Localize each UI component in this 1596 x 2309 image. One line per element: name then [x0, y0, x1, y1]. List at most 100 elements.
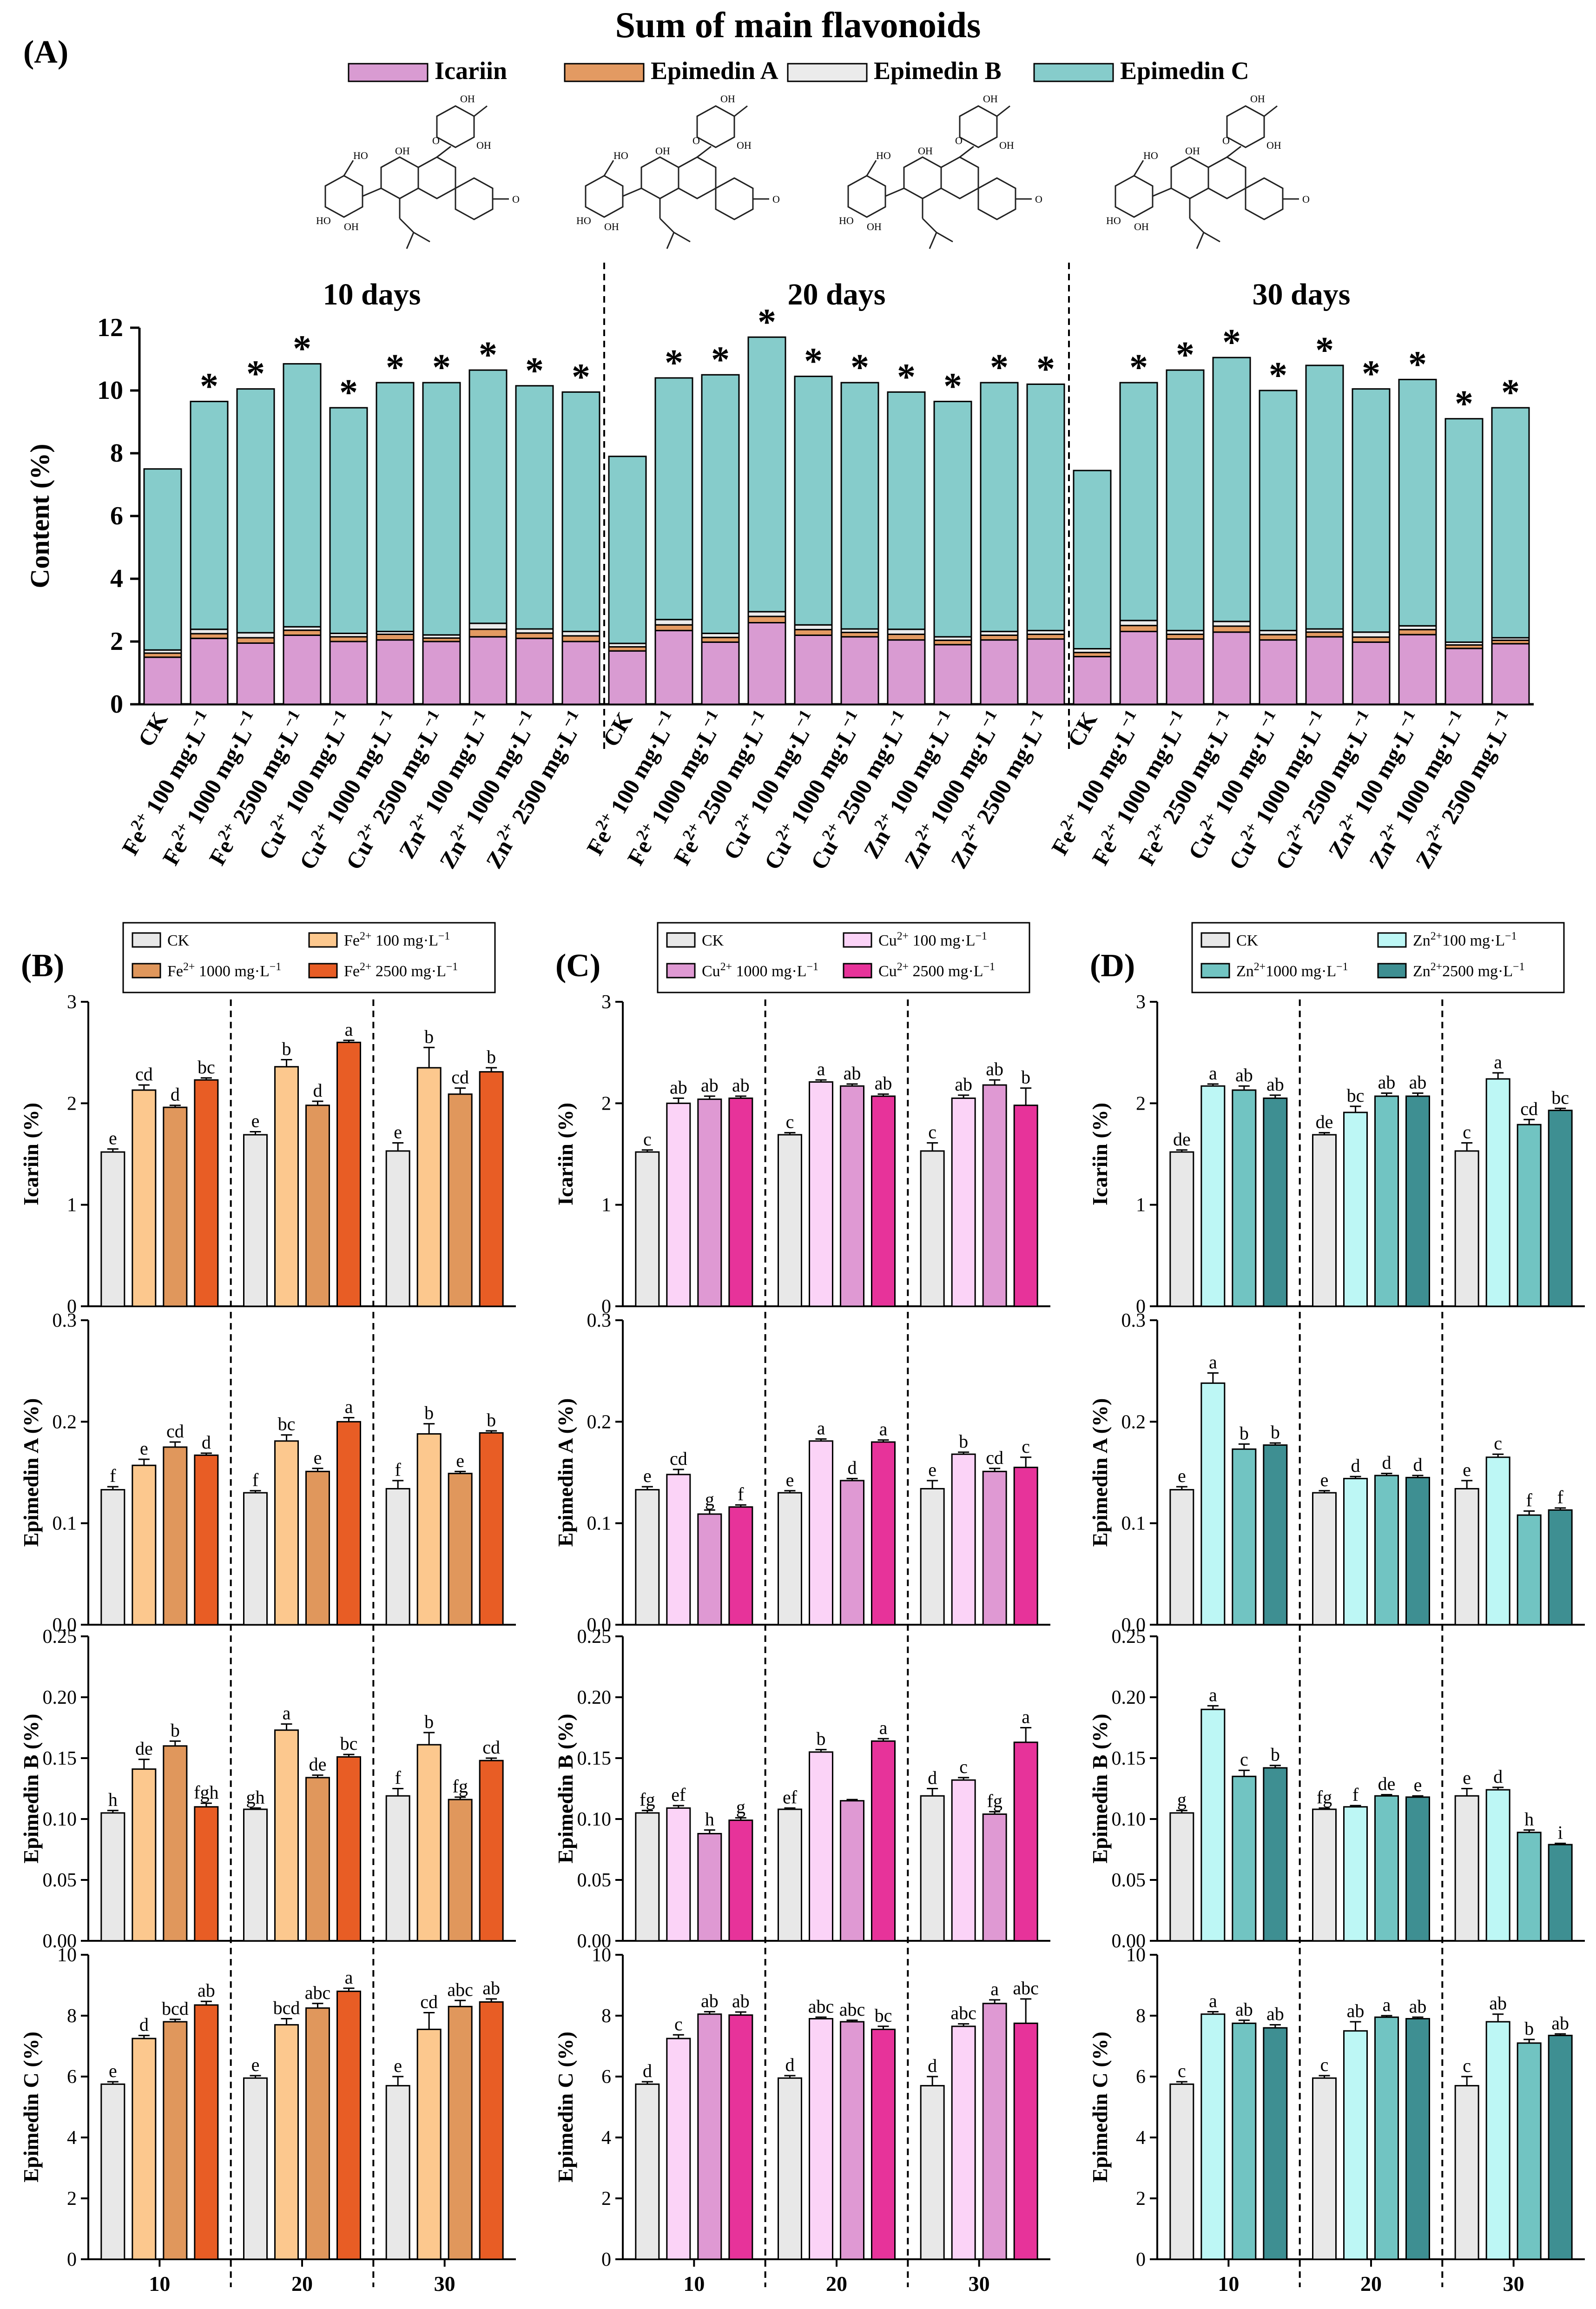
bar-epimedin-c — [422, 382, 461, 636]
bar — [385, 1795, 410, 1942]
subplot-epimedin-b-: 0.00 0.05 0.10 0.15 0.20 0.25 Epimedin B (%) fg… — [554, 1626, 1050, 1952]
legend-item: Fe2+ 2500 mg·L−1 — [308, 961, 458, 980]
bar — [1485, 1456, 1510, 1626]
bar — [305, 1470, 330, 1626]
y-tick-label: 10 — [57, 1945, 77, 1966]
y-tick-label: 0 — [1136, 2249, 1146, 2270]
significance-letter: cd — [166, 1421, 184, 1442]
text-run: Cu — [341, 835, 378, 874]
y-tick-label: 0 — [601, 2249, 611, 2270]
significance-letter: f — [110, 1465, 116, 1486]
bar-epimedin-c — [468, 369, 508, 624]
bar-icariin — [1305, 636, 1344, 705]
superscript: 2+ — [720, 961, 732, 973]
text-run: Zn — [1410, 835, 1447, 873]
significance-letter: d — [313, 1080, 323, 1101]
bar — [1232, 2022, 1257, 2260]
panel-a: Sum of main flavonoids (A) Icariin Epimedin… — [23, 5, 1534, 874]
significance-letter: i — [1558, 1822, 1563, 1843]
legend-label: Zn2+1000 mg·L−1 — [1236, 961, 1348, 980]
significance-letter: a — [1022, 1707, 1030, 1727]
significance-star: * — [1269, 355, 1287, 396]
significance-letter: e — [1463, 1767, 1471, 1788]
bar — [871, 1095, 896, 1307]
y-axis-title: Epimedin C (%) — [19, 2031, 43, 2183]
bar — [809, 1751, 833, 1942]
bar — [1517, 1514, 1542, 1626]
x-tick-label: 30 — [1503, 2272, 1524, 2296]
bar-icariin — [1166, 638, 1205, 705]
significance-letter: ab — [1489, 1993, 1507, 2014]
bar-epimedin-a — [1398, 629, 1437, 635]
significance-star: * — [432, 347, 451, 388]
text-run: Cu — [294, 835, 331, 874]
bar — [243, 2077, 268, 2260]
bar — [1374, 1475, 1399, 1626]
text-run: Cu — [253, 825, 290, 864]
y-tick-label: 0.25 — [1112, 1626, 1146, 1647]
significance-letter: g — [705, 1489, 714, 1509]
bar-epimedin-b — [1119, 620, 1158, 627]
significance-letter: g — [1177, 1789, 1187, 1810]
bar — [728, 2014, 753, 2260]
bar — [1548, 1110, 1573, 1307]
text-run: 2500 mg·L — [909, 963, 983, 980]
y-axis-title: Icariin (%) — [19, 1103, 43, 1205]
significance-letter: a — [879, 1717, 888, 1738]
text-run: 100 mg·L — [1442, 932, 1505, 949]
superscript: −1 — [1505, 930, 1517, 942]
bar-epimedin-a — [701, 636, 740, 643]
bar — [697, 2013, 722, 2260]
molecule-structure-4 — [1105, 92, 1311, 250]
bar — [1169, 1151, 1194, 1307]
bar — [1454, 1150, 1479, 1307]
bar-epimedin-c — [283, 363, 322, 628]
bar — [1232, 1089, 1257, 1307]
bar — [1343, 1111, 1368, 1307]
legend-swatch — [843, 932, 872, 948]
bar-epimedin-c — [980, 382, 1019, 632]
significance-star: * — [200, 366, 218, 407]
significance-letter: e — [109, 1128, 117, 1149]
bar-epimedin-c — [190, 401, 229, 630]
bar — [1263, 1767, 1288, 1942]
bar-icariin — [840, 636, 879, 705]
significance-star: * — [1222, 322, 1241, 363]
bar — [951, 1779, 976, 1942]
y-tick-label: 0 — [67, 1296, 77, 1317]
significance-letter: g — [736, 1796, 745, 1817]
legend-label: CK — [1236, 932, 1259, 949]
significance-letter: bcd — [162, 1998, 189, 2019]
legend-label: CK — [167, 932, 190, 949]
bar — [1405, 1796, 1430, 1942]
significance-star: * — [1036, 349, 1055, 390]
bar-epimedin-c — [1352, 388, 1391, 633]
significance-letter: d — [928, 1767, 937, 1788]
legend-label: Fe2+ 100 mg·L−1 — [344, 930, 450, 949]
significance-letter: c — [1494, 1433, 1502, 1454]
bar-epimedin-a — [468, 629, 508, 638]
bar-epimedin-a — [1352, 636, 1391, 643]
text-run: 1000 mg·L — [195, 963, 270, 980]
bar — [336, 1756, 361, 1942]
bar-epimedin-a — [980, 635, 1019, 641]
y-axis-title: Epimedin A (%) — [554, 1398, 577, 1547]
molecule-structure-2 — [575, 92, 781, 250]
significance-letter: ab — [701, 1990, 719, 2011]
significance-letter: ab — [701, 1075, 719, 1096]
text-run: Zn — [945, 835, 982, 873]
bar — [1517, 1832, 1542, 1942]
significance-letter: a — [345, 1396, 353, 1417]
significance-letter: b — [817, 1728, 826, 1749]
bar — [666, 1102, 691, 1307]
bar — [982, 1813, 1007, 1942]
y-tick-label: 6 — [67, 2066, 77, 2088]
bar — [1343, 1806, 1368, 1942]
bar — [163, 2021, 188, 2260]
significance-star: * — [804, 341, 823, 382]
bar — [416, 1744, 442, 1942]
significance-letter: h — [1524, 1809, 1534, 1830]
superscript: 2+ — [183, 961, 195, 973]
bar — [728, 1819, 753, 1942]
